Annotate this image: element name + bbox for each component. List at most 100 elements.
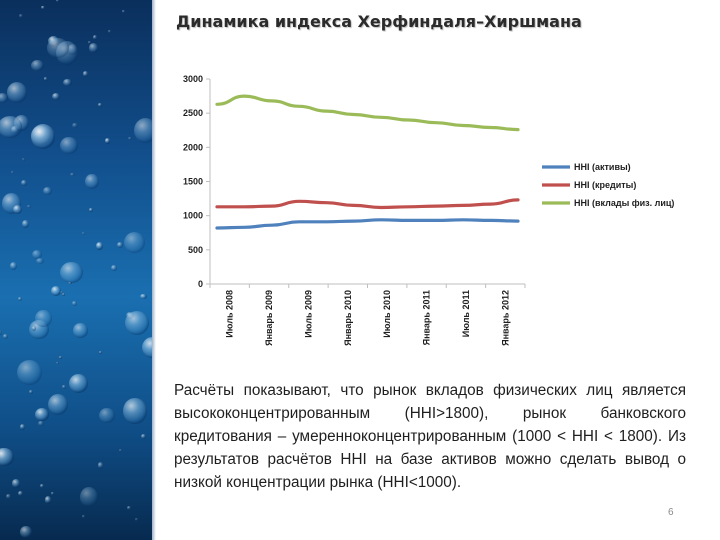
- slide-title: Динамика индекса Херфиндаля–Хиршмана: [176, 12, 582, 31]
- bubble: [10, 262, 18, 270]
- bubble: [79, 487, 98, 508]
- bubble: [55, 40, 79, 65]
- x-tick-label: Январь 2009: [264, 290, 274, 346]
- bubble: [104, 138, 111, 145]
- bubble: [27, 204, 31, 208]
- bubble: [35, 257, 44, 265]
- bubble: [140, 433, 146, 439]
- bubble: [68, 281, 72, 285]
- bubble: [3, 334, 9, 340]
- bubble: [17, 359, 42, 386]
- bubble: [50, 285, 61, 296]
- bubble: [127, 505, 131, 510]
- y-tick-label: 3000: [183, 74, 203, 84]
- bubble: [124, 311, 150, 336]
- x-tick-label: Январь 2010: [343, 290, 353, 346]
- bubble: [67, 44, 78, 55]
- bubble: [123, 397, 147, 425]
- bubble: [56, 0, 60, 2]
- bubble: [133, 117, 152, 144]
- bubble: [70, 172, 75, 177]
- bubble: [85, 174, 99, 190]
- bubble: [0, 328, 3, 336]
- bubble: [47, 393, 68, 415]
- bubble: [97, 102, 102, 107]
- bubble: [28, 389, 34, 394]
- bubble: [128, 136, 132, 141]
- bubble: [72, 301, 77, 306]
- bubble: [19, 14, 24, 19]
- page-number: 6: [668, 507, 674, 518]
- x-tick-label: Июль 2011: [461, 290, 471, 337]
- bubble: [38, 420, 44, 426]
- bubble: [31, 123, 56, 149]
- bubble: [0, 92, 9, 103]
- bubble: [73, 323, 88, 339]
- bubble: [30, 59, 45, 72]
- bubble: [97, 462, 104, 469]
- bubble: [60, 290, 64, 294]
- bubble: [47, 35, 60, 47]
- bubble: [92, 35, 97, 41]
- bubble: [59, 261, 83, 284]
- bubble: [71, 122, 78, 128]
- bubble: [59, 136, 78, 155]
- bubble: [32, 326, 37, 331]
- bubble: [21, 158, 26, 161]
- bubble: [107, 30, 111, 34]
- bubble: [22, 220, 30, 228]
- bubble: [6, 82, 27, 103]
- x-tick-label: Январь 2011: [422, 290, 432, 345]
- y-tick-label: 2500: [183, 108, 203, 118]
- bubble: [99, 407, 116, 424]
- bubble: [83, 71, 88, 77]
- bubble: [118, 449, 122, 453]
- bubble: [44, 496, 52, 504]
- bubble: [62, 292, 66, 297]
- legend-label-3: HHI (вклады физ. лиц): [574, 198, 674, 208]
- bubble: [95, 241, 104, 251]
- series-line-1: [215, 218, 520, 230]
- bubble: [46, 38, 70, 58]
- bubble: [63, 78, 73, 87]
- bubble: [34, 407, 49, 421]
- bubble: [17, 296, 22, 301]
- line-chart: 0 500 1000 1500 2000 2500 3000 Июль 2008 Январь…: [183, 74, 674, 346]
- bubble: [142, 336, 152, 359]
- bubble: [82, 514, 86, 519]
- bubble: [68, 373, 89, 393]
- water-bubbles-background: [0, 0, 152, 540]
- bubble: [58, 356, 62, 360]
- bubble: [12, 479, 21, 488]
- bubble: [41, 5, 45, 10]
- bubble: [98, 350, 103, 355]
- bubble: [20, 179, 27, 187]
- bubble: [19, 423, 26, 430]
- legend-label-2: HHI (кредиты): [574, 180, 636, 190]
- bubble: [111, 265, 118, 272]
- slide-body-text: Расчёты показывают, что рынок вкладов фи…: [174, 382, 686, 491]
- bubble: [0, 116, 23, 138]
- bubble: [0, 448, 14, 466]
- y-tick-label: 2000: [183, 142, 203, 152]
- bubble: [19, 526, 32, 538]
- bubble: [139, 293, 147, 300]
- bubble: [32, 250, 43, 260]
- bubble: [39, 484, 44, 489]
- y-tick-label: 0: [198, 279, 203, 289]
- bubble: [52, 93, 61, 101]
- bubble: [12, 204, 22, 214]
- y-tick-label: 1000: [183, 211, 203, 221]
- chart-series: [215, 94, 520, 230]
- series-line-3: [215, 94, 520, 132]
- bubble: [81, 232, 85, 236]
- bubble: [121, 9, 125, 14]
- bubble: [35, 310, 52, 328]
- bubble: [116, 242, 123, 249]
- bubble: [134, 517, 139, 521]
- series-line-2: [215, 198, 520, 210]
- bubble: [10, 171, 15, 175]
- bubble: [89, 208, 93, 213]
- legend-label-1: HHI (активы): [574, 162, 631, 172]
- y-axis: 0 500 1000 1500 2000 2500 3000: [183, 74, 211, 289]
